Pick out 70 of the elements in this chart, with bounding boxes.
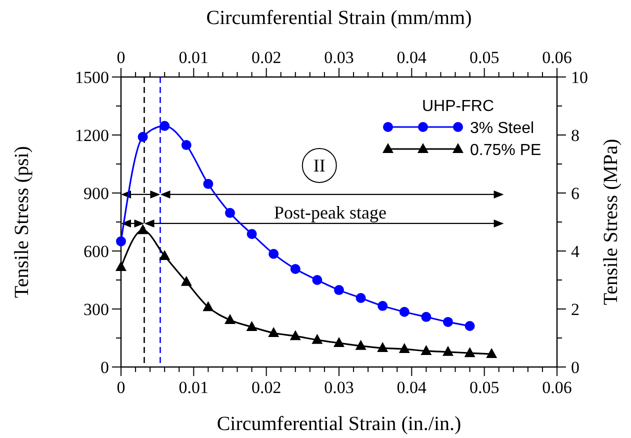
- point: [312, 334, 323, 344]
- x-axis-title: Circumferential Strain (in./in.): [216, 413, 462, 435]
- point: [203, 178, 214, 189]
- point: [421, 312, 432, 322]
- point: [355, 340, 366, 350]
- x2-tick-label: 0.05: [469, 378, 500, 397]
- point: [334, 337, 344, 348]
- x-tick-label: 0.04: [396, 48, 428, 67]
- y-tick-label: 0: [100, 358, 109, 377]
- point: [399, 306, 410, 317]
- x2-tick-label: 0.06: [542, 378, 572, 397]
- x2-axis-title: Circumferential Strain (mm/mm): [206, 7, 472, 29]
- annotation: Post-peak stage: [274, 202, 387, 222]
- point: [268, 248, 279, 259]
- point: [159, 250, 170, 260]
- y2-axis-title: Tensile Stress (MPa): [600, 138, 622, 306]
- point: [137, 224, 148, 234]
- point: [464, 321, 475, 332]
- point: [268, 326, 280, 337]
- point: [356, 292, 366, 303]
- annotation: II: [313, 155, 326, 176]
- x-tick-label: 0.05: [469, 48, 500, 67]
- x-tick-label: 0.03: [324, 48, 354, 67]
- point: [224, 314, 236, 324]
- point: [225, 208, 235, 218]
- point: [160, 120, 170, 131]
- point: [377, 342, 388, 352]
- point: [116, 236, 126, 246]
- point: [486, 348, 498, 358]
- point: [334, 285, 344, 296]
- y-tick-label: 600: [84, 242, 109, 261]
- y-tick-label: 900: [84, 184, 109, 203]
- y2-tick-label: 0: [571, 358, 580, 377]
- point: [180, 276, 192, 286]
- point: [420, 344, 432, 355]
- y2-tick-label: 6: [571, 184, 580, 203]
- y-tick-label: 1200: [75, 126, 109, 145]
- y-axis-title: Tensile Stress (psi): [11, 146, 33, 298]
- x-tick-label: 0: [116, 48, 126, 67]
- x-tick-label: 0.02: [251, 48, 282, 67]
- point: [378, 300, 388, 311]
- point: [290, 264, 300, 274]
- point: [246, 320, 258, 331]
- point: [443, 316, 453, 327]
- y2-tick-label: 8: [571, 126, 580, 145]
- x2-tick-label: 0.02: [251, 378, 282, 397]
- point: [246, 228, 257, 239]
- point: [116, 261, 126, 272]
- x2-tick-label: 0.04: [396, 378, 428, 397]
- legend-title: UHP-FRC: [422, 98, 494, 115]
- x2-tick-label: 0.01: [178, 378, 209, 397]
- x-tick-label: 0.06: [542, 48, 572, 67]
- y-tick-label: 300: [84, 300, 109, 319]
- point: [202, 301, 214, 312]
- point: [138, 132, 148, 142]
- x2-tick-label: 0.03: [324, 378, 354, 397]
- point: [181, 140, 192, 150]
- x2-tick-label: 0: [116, 378, 126, 397]
- point: [464, 347, 476, 358]
- point: [442, 346, 454, 356]
- point: [312, 275, 322, 285]
- point: [398, 343, 410, 354]
- y2-tick-label: 4: [571, 242, 580, 261]
- y-tick-label: 1500: [75, 68, 109, 87]
- y2-tick-label: 2: [571, 300, 580, 319]
- legend-label: 3% Steel: [470, 120, 534, 137]
- legend-label: 0.75% PE: [470, 142, 542, 159]
- x-tick-label: 0.01: [178, 48, 209, 67]
- y2-tick-label: 10: [571, 68, 588, 87]
- point: [290, 330, 301, 340]
